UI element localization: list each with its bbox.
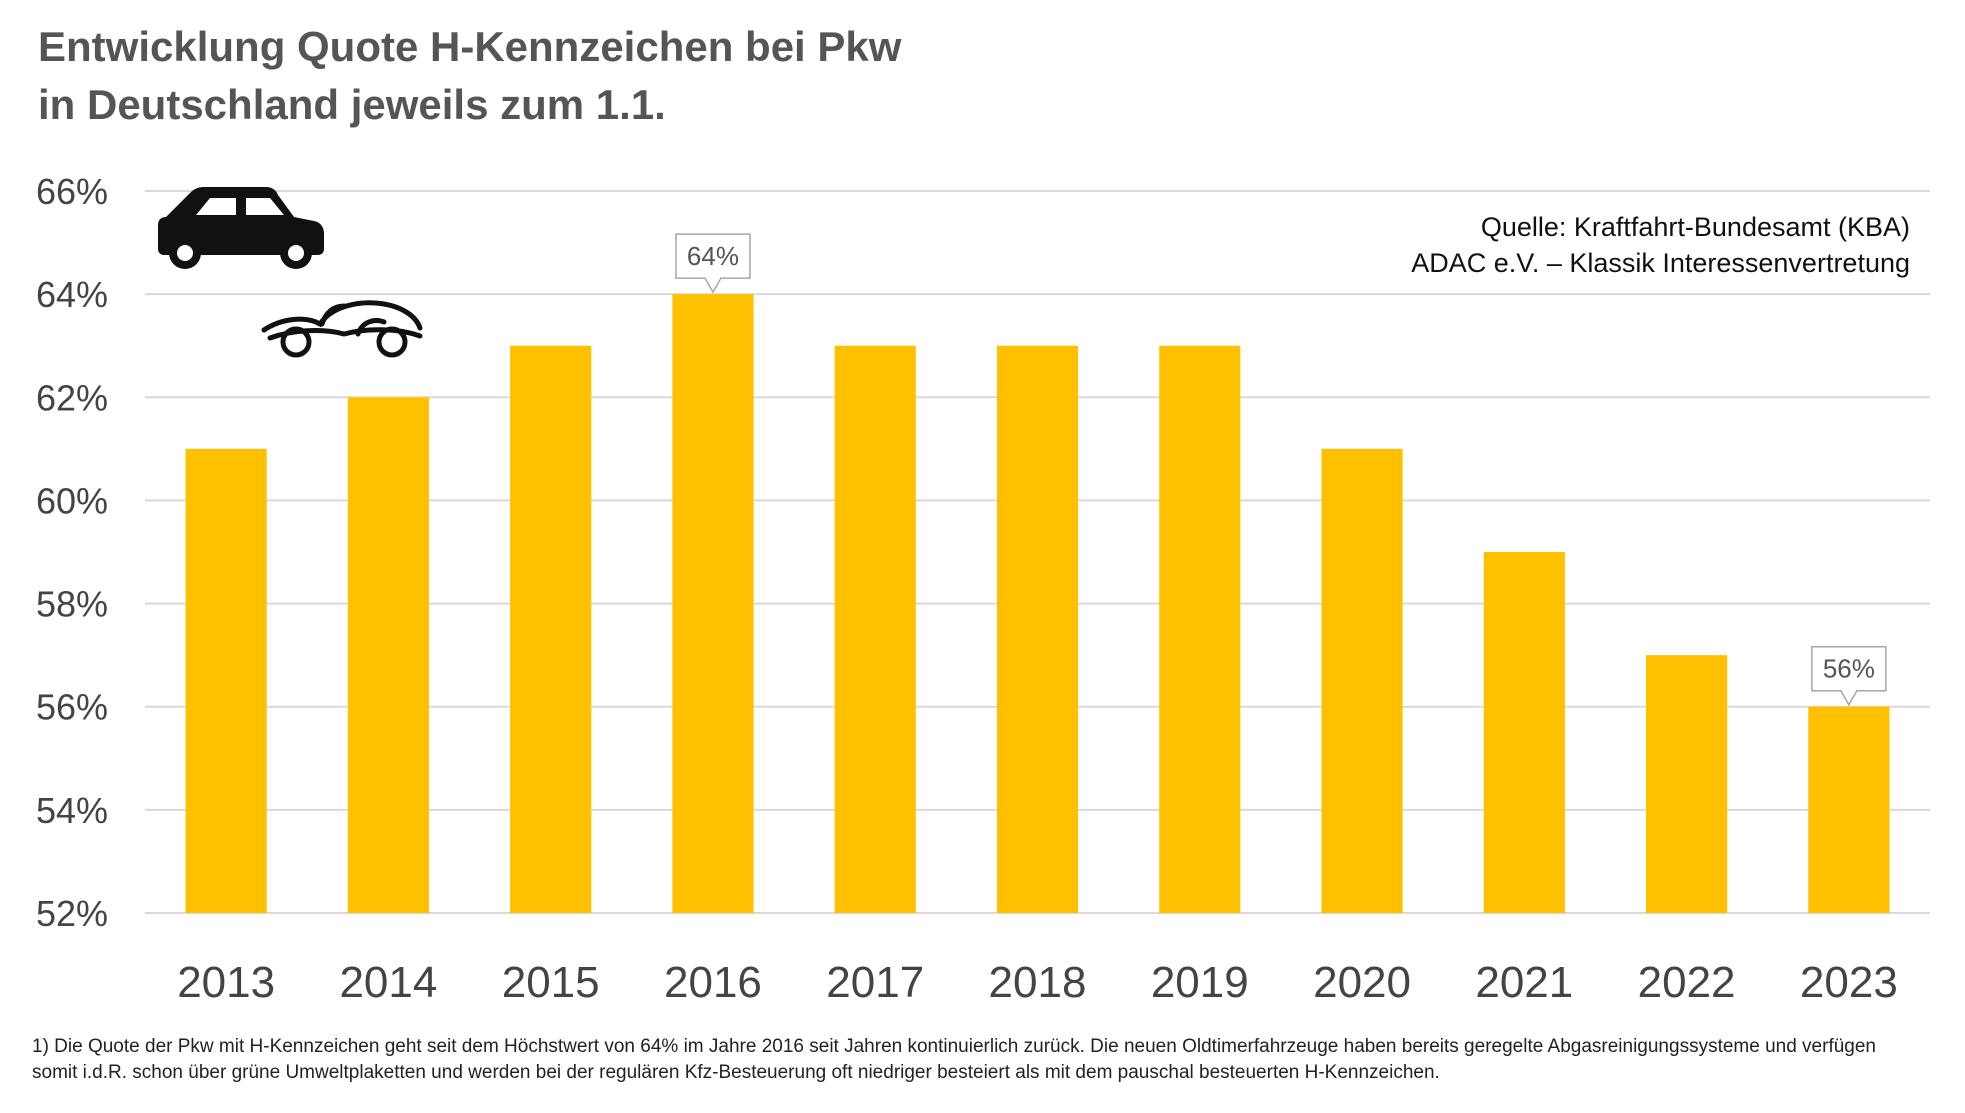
- data-label-2016: 64%: [675, 233, 751, 294]
- bar-2020: [1321, 448, 1403, 913]
- x-tick-label: 2017: [826, 958, 924, 1007]
- x-tick-label: 2018: [989, 958, 1087, 1007]
- x-tick-label: 2020: [1313, 958, 1411, 1007]
- bars: [185, 294, 1890, 914]
- y-tick-label: 66%: [36, 171, 108, 212]
- data-labels: 64% 56%: [675, 233, 1887, 707]
- bar-2015: [510, 345, 592, 913]
- y-tick-label: 62%: [36, 377, 108, 418]
- x-axis-ticks: 2013 2014 2015 2016 2017 2018 2019 2020 2021 2022…: [177, 958, 1898, 1007]
- bar-2016: [672, 294, 754, 914]
- chart-title: Entwicklung Quote H-Kennzeichen bei Pkw …: [38, 18, 901, 134]
- y-tick-label: 58%: [36, 584, 108, 625]
- source-line-1: Quelle: Kraftfahrt-Bundesamt (KBA): [1481, 212, 1910, 242]
- y-tick-label: 54%: [36, 790, 108, 831]
- y-tick-label: 64%: [36, 274, 108, 315]
- x-tick-label: 2021: [1475, 958, 1573, 1007]
- bar-2013: [185, 448, 267, 913]
- data-label-box: [1811, 645, 1887, 707]
- data-label-2023: 56%: [1811, 645, 1887, 707]
- bar-2018: [996, 345, 1079, 913]
- y-axis-ticks: 52% 54% 56% 58% 60% 62% 64% 66%: [36, 171, 108, 934]
- footnote: 1) Die Quote der Pkw mit H-Kennzeichen g…: [32, 1036, 1877, 1083]
- car-icon: [158, 187, 324, 269]
- y-tick-label: 56%: [36, 687, 108, 728]
- x-tick-label: 2022: [1638, 958, 1736, 1007]
- bar-2021: [1483, 552, 1565, 913]
- source-line-2: ADAC e.V. – Klassik Interessenvertretung: [1411, 248, 1910, 278]
- x-tick-label: 2015: [502, 958, 600, 1007]
- bar-2019: [1159, 345, 1241, 913]
- x-tick-label: 2014: [339, 958, 437, 1007]
- data-label-text: 56%: [1823, 654, 1875, 684]
- vintage-car-icon: [261, 300, 423, 358]
- x-tick-label: 2023: [1800, 958, 1898, 1007]
- bar-chart: 52%54%56%58%60%62%64%66% 2013 2014 2015 201…: [36, 171, 1930, 1007]
- x-tick-label: 2019: [1151, 958, 1249, 1007]
- x-tick-label: 2016: [664, 958, 762, 1007]
- chart-title-line-1: Entwicklung Quote H-Kennzeichen bei Pkw: [38, 23, 902, 70]
- bar-2017: [834, 345, 916, 913]
- chart-title-line-2: in Deutschland jeweils zum 1.1.: [38, 81, 666, 128]
- bar-2023: [1808, 706, 1890, 913]
- bar-2022: [1646, 655, 1728, 913]
- y-tick-label: 52%: [36, 893, 108, 934]
- data-label-text: 64%: [687, 241, 739, 271]
- bar-2014: [347, 397, 429, 913]
- data-label-box: [675, 233, 751, 294]
- y-tick-label: 60%: [36, 480, 108, 521]
- x-tick-label: 2013: [177, 958, 275, 1007]
